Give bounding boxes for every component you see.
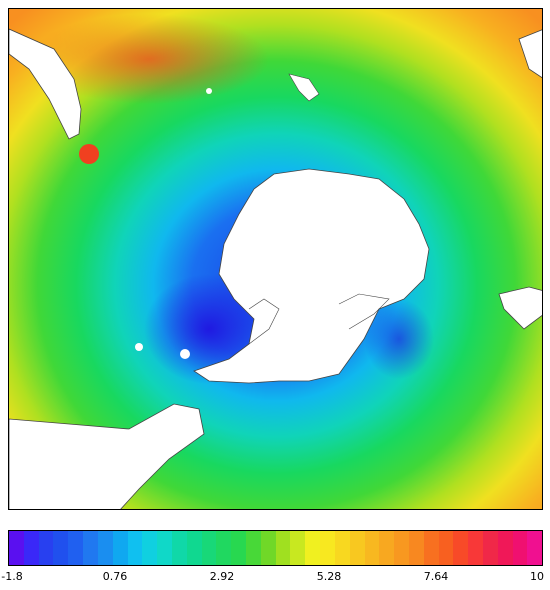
colorbar-swatch	[497, 531, 513, 565]
colorbar-swatch	[364, 531, 380, 565]
ice-shelf-line-2	[338, 293, 390, 330]
ice-shelf-line	[248, 298, 280, 345]
colorbar-swatch	[438, 531, 454, 565]
colorbar-tick-label: 7.64	[423, 570, 449, 583]
land-africa	[9, 28, 82, 140]
colorbar-swatch	[290, 531, 306, 565]
colorbar-swatch	[305, 531, 321, 565]
colorbar-swatch	[423, 531, 439, 565]
colorbar-swatch	[246, 531, 261, 565]
colorbar-swatch	[349, 531, 365, 565]
colorbar-swatch	[112, 531, 128, 565]
colorbar-tick-label: 0.76	[102, 570, 128, 583]
colorbar-swatch	[275, 531, 291, 565]
colorbar-swatch	[468, 531, 483, 565]
warm-patch	[29, 14, 269, 104]
cold-pool-2	[364, 299, 434, 379]
colorbar-swatch	[127, 531, 143, 565]
sst-map	[8, 8, 543, 510]
colorbar-swatch	[83, 531, 98, 565]
land-island-3	[180, 349, 190, 359]
colorbar-swatch	[453, 531, 469, 565]
colorbar-swatch	[68, 531, 84, 565]
colorbar-swatch	[231, 531, 246, 565]
colorbar-swatch	[23, 531, 39, 565]
warm-patch-2	[79, 144, 99, 164]
land-australia	[518, 29, 542, 79]
colorbar-swatch	[394, 531, 409, 565]
land-south-america	[9, 403, 205, 509]
colorbar-swatch	[379, 531, 395, 565]
colorbar-swatch	[9, 531, 24, 565]
colorbar-swatch	[260, 531, 276, 565]
land-new-zealand	[498, 286, 542, 330]
colorbar-swatch	[483, 531, 498, 565]
colorbar-swatch	[171, 531, 187, 565]
colorbar-swatch	[408, 531, 424, 565]
land-kerguelen	[288, 73, 320, 102]
colorbar	[8, 530, 543, 566]
colorbar-swatch	[53, 531, 69, 565]
colorbar-swatch	[512, 531, 528, 565]
colorbar-swatch	[201, 531, 217, 565]
colorbar-swatch	[157, 531, 172, 565]
land-island-1	[206, 88, 212, 94]
colorbar-swatch	[97, 531, 113, 565]
colorbar-swatch	[142, 531, 158, 565]
colorbar-swatch	[216, 531, 232, 565]
colorbar-tick-label: 2.92	[209, 570, 235, 583]
colorbar-tick-label: -1.8	[1, 570, 23, 583]
colorbar-tick-label: 10	[530, 570, 544, 583]
colorbar-swatch	[334, 531, 350, 565]
colorbar-swatch	[38, 531, 54, 565]
land-island-2	[135, 343, 143, 351]
land-antarctica	[193, 168, 430, 384]
colorbar-swatch	[320, 531, 335, 565]
colorbar-swatch	[527, 531, 543, 565]
colorbar-swatch	[186, 531, 202, 565]
colorbar-tick-label: 5.28	[316, 570, 342, 583]
